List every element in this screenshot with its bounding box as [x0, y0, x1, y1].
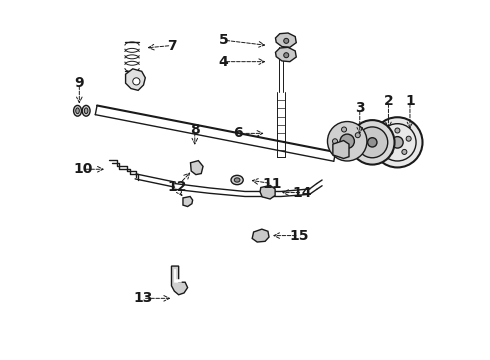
Text: 15: 15: [289, 229, 309, 243]
Circle shape: [342, 150, 346, 156]
Polygon shape: [191, 161, 203, 175]
Ellipse shape: [284, 53, 289, 58]
Ellipse shape: [74, 105, 81, 116]
Circle shape: [327, 122, 367, 161]
Circle shape: [395, 128, 400, 133]
Circle shape: [333, 139, 338, 144]
Text: 2: 2: [384, 94, 393, 108]
Ellipse shape: [284, 39, 289, 43]
Polygon shape: [275, 47, 296, 62]
Polygon shape: [125, 69, 146, 90]
Polygon shape: [172, 266, 188, 295]
Circle shape: [388, 149, 393, 154]
Text: 14: 14: [293, 185, 312, 199]
Circle shape: [402, 149, 407, 154]
Text: 12: 12: [167, 180, 187, 194]
Circle shape: [340, 134, 354, 148]
Circle shape: [355, 133, 360, 138]
Text: 11: 11: [262, 177, 282, 190]
Circle shape: [368, 138, 377, 147]
Ellipse shape: [82, 105, 90, 116]
Circle shape: [406, 136, 411, 141]
Ellipse shape: [231, 175, 243, 185]
Ellipse shape: [76, 108, 79, 114]
Text: 13: 13: [133, 291, 152, 305]
Circle shape: [372, 117, 422, 167]
Text: 10: 10: [73, 162, 93, 176]
Text: 5: 5: [219, 33, 228, 47]
Ellipse shape: [234, 178, 240, 182]
Text: 9: 9: [74, 76, 84, 90]
Polygon shape: [260, 185, 275, 199]
Polygon shape: [275, 33, 296, 47]
Circle shape: [357, 127, 388, 158]
Circle shape: [392, 136, 403, 148]
Ellipse shape: [84, 108, 88, 114]
Text: 3: 3: [355, 101, 365, 115]
Circle shape: [342, 127, 346, 132]
Text: 4: 4: [219, 55, 228, 69]
Text: 7: 7: [167, 39, 176, 53]
Text: 1: 1: [405, 94, 415, 108]
Polygon shape: [333, 140, 349, 158]
Circle shape: [350, 120, 394, 165]
Polygon shape: [174, 270, 181, 282]
Polygon shape: [252, 229, 269, 242]
Text: 6: 6: [233, 126, 243, 140]
Polygon shape: [183, 197, 193, 207]
Circle shape: [384, 136, 389, 141]
Circle shape: [133, 78, 140, 85]
Text: 8: 8: [190, 123, 199, 137]
